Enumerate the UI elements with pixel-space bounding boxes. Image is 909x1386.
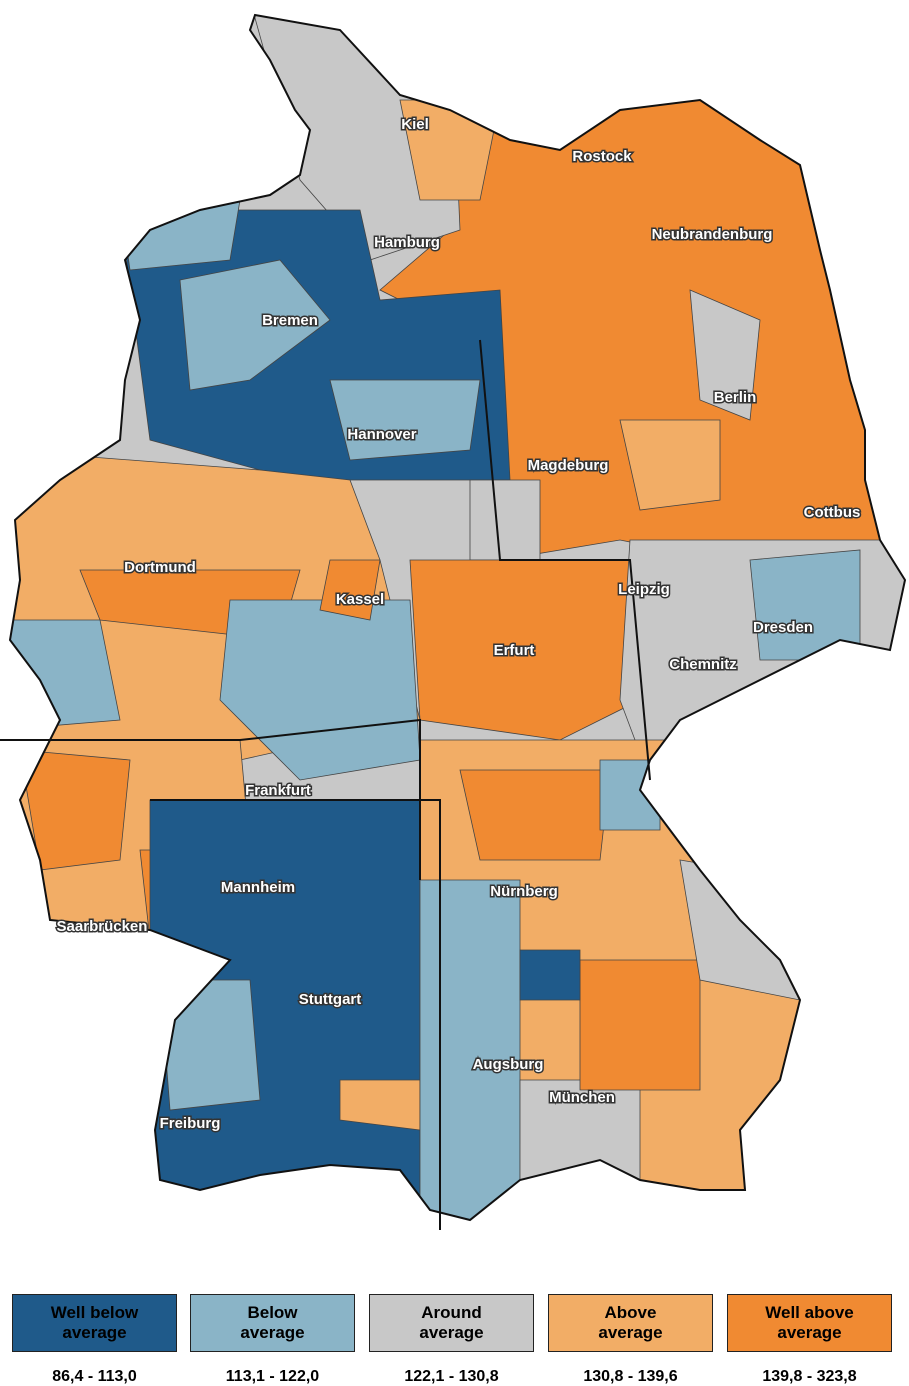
legend-swatch: Above average <box>548 1294 713 1352</box>
city-label: Erfurt <box>494 642 535 659</box>
legend-item: Above average 130,8 - 139,6 <box>548 1294 713 1386</box>
map: Kiel Rostock Hamburg Neubrandenburg Bremen Be… <box>0 14 906 1230</box>
region <box>159 979 261 1111</box>
city-label: Neubrandenburg <box>652 226 773 243</box>
legend-swatch: Below average <box>190 1294 355 1352</box>
city-label: Frankfurt <box>245 782 311 799</box>
city-label: Mannheim <box>221 879 295 896</box>
city-label: Dresden <box>753 619 813 636</box>
city-label: Nürnberg <box>490 883 558 900</box>
city-labels: Kiel Rostock Hamburg Neubrandenburg Bremen Be… <box>55 114 862 1133</box>
city-label: Berlin <box>714 389 757 406</box>
legend-range: 113,1 - 122,0 <box>225 1368 320 1385</box>
legend-range: 86,4 - 113,0 <box>52 1368 137 1385</box>
legend-item: Well below average 86,4 - 113,0 <box>12 1294 177 1386</box>
region <box>419 879 521 1220</box>
city-label: Bremen <box>262 312 318 329</box>
state-border <box>479 339 651 781</box>
region <box>319 559 381 621</box>
city-label: Chemnitz <box>669 656 737 673</box>
city-label: Hannover <box>347 426 416 443</box>
legend-item: Below average 113,1 - 122,0 <box>190 1294 355 1386</box>
region <box>459 769 611 861</box>
legend-range: 130,8 - 139,6 <box>583 1368 678 1385</box>
city-label: Dortmund <box>124 559 196 576</box>
legend-item: Well above average 139,8 - 323,8 <box>727 1294 892 1386</box>
region <box>519 949 581 1001</box>
city-label: München <box>549 1089 615 1106</box>
legend-swatch: Around average <box>369 1294 534 1352</box>
state-border <box>0 718 421 880</box>
region <box>219 599 421 781</box>
city-label: Augsburg <box>473 1056 544 1073</box>
city-label: Magdeburg <box>528 457 609 474</box>
region <box>579 959 701 1091</box>
legend-range: 139,8 - 323,8 <box>762 1368 857 1385</box>
region <box>19 749 131 871</box>
region <box>379 99 905 561</box>
city-label: Cottbus <box>804 504 861 521</box>
legend-swatch: Well above average <box>727 1294 892 1352</box>
city-label: Kassel <box>336 591 384 608</box>
region <box>599 759 661 831</box>
city-label: Leipzig <box>618 581 670 598</box>
region <box>689 289 761 421</box>
legend-item: Around average 122,1 - 130,8 <box>369 1294 534 1386</box>
city-label: Stuttgart <box>299 991 362 1008</box>
region <box>10 619 121 731</box>
city-label: Kiel <box>401 116 429 133</box>
region <box>749 549 861 661</box>
city-label: Rostock <box>572 148 632 165</box>
legend: Well below average 86,4 - 113,0 Below aver… <box>0 1294 909 1386</box>
state-border <box>150 799 441 1230</box>
city-label: Saarbrücken <box>57 918 148 935</box>
city-label: Freiburg <box>160 1115 221 1132</box>
region <box>329 379 481 461</box>
region <box>179 259 331 391</box>
legend-swatch: Well below average <box>12 1294 177 1352</box>
region <box>119 199 241 271</box>
legend-range: 122,1 - 130,8 <box>404 1368 499 1385</box>
region <box>469 479 541 561</box>
region <box>619 419 721 511</box>
city-label: Hamburg <box>374 234 440 251</box>
